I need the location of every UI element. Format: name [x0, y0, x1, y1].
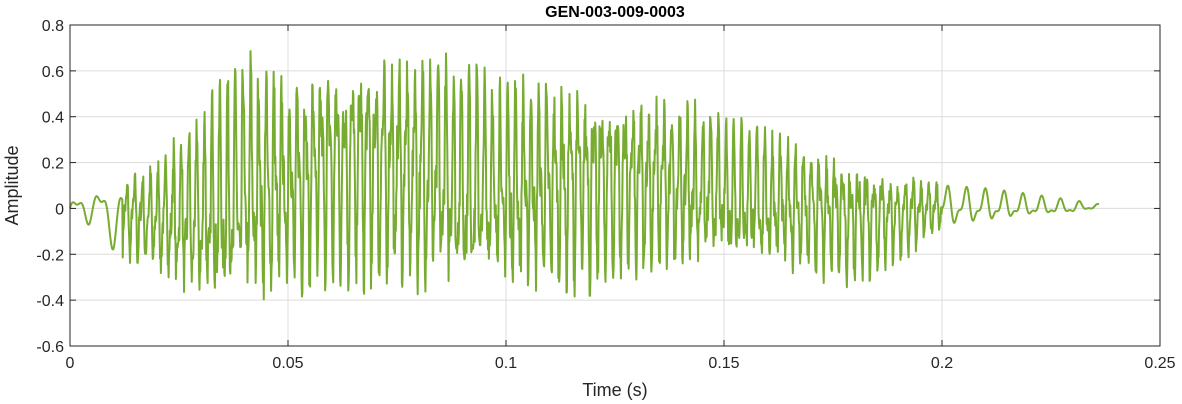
chart-title: GEN-003-009-0003: [545, 4, 685, 21]
y-tick-label: -0.2: [36, 247, 64, 264]
x-tick-label: 0.25: [1144, 355, 1175, 372]
x-axis-label: Time (s): [582, 380, 647, 400]
x-tick-label: 0.2: [931, 355, 953, 372]
y-tick-label: 0.2: [42, 156, 64, 173]
y-axis-label: Amplitude: [2, 145, 22, 225]
y-tick-labels: -0.6 -0.4 -0.2 0 0.2 0.4 0.6 0.8: [36, 18, 64, 356]
x-tick-labels: 0 0.05 0.1 0.15 0.2 0.25: [66, 355, 1176, 372]
axis-ticks: [69, 24, 1161, 347]
plot-area-frame: [69, 24, 1161, 347]
y-tick-label: -0.4: [36, 293, 64, 310]
x-tick-label: 0: [66, 355, 75, 372]
x-tick-label: 0.15: [708, 355, 739, 372]
y-tick-label: -0.6: [36, 339, 64, 356]
y-tick-label: 0.8: [42, 18, 64, 35]
y-tick-label: 0.4: [42, 110, 64, 127]
x-tick-label: 0.05: [272, 355, 303, 372]
x-tick-label: 0.1: [495, 355, 517, 372]
y-tick-label: 0: [55, 201, 64, 218]
series-signal-line: [69, 50, 1100, 301]
y-tick-label: 0.6: [42, 64, 64, 81]
